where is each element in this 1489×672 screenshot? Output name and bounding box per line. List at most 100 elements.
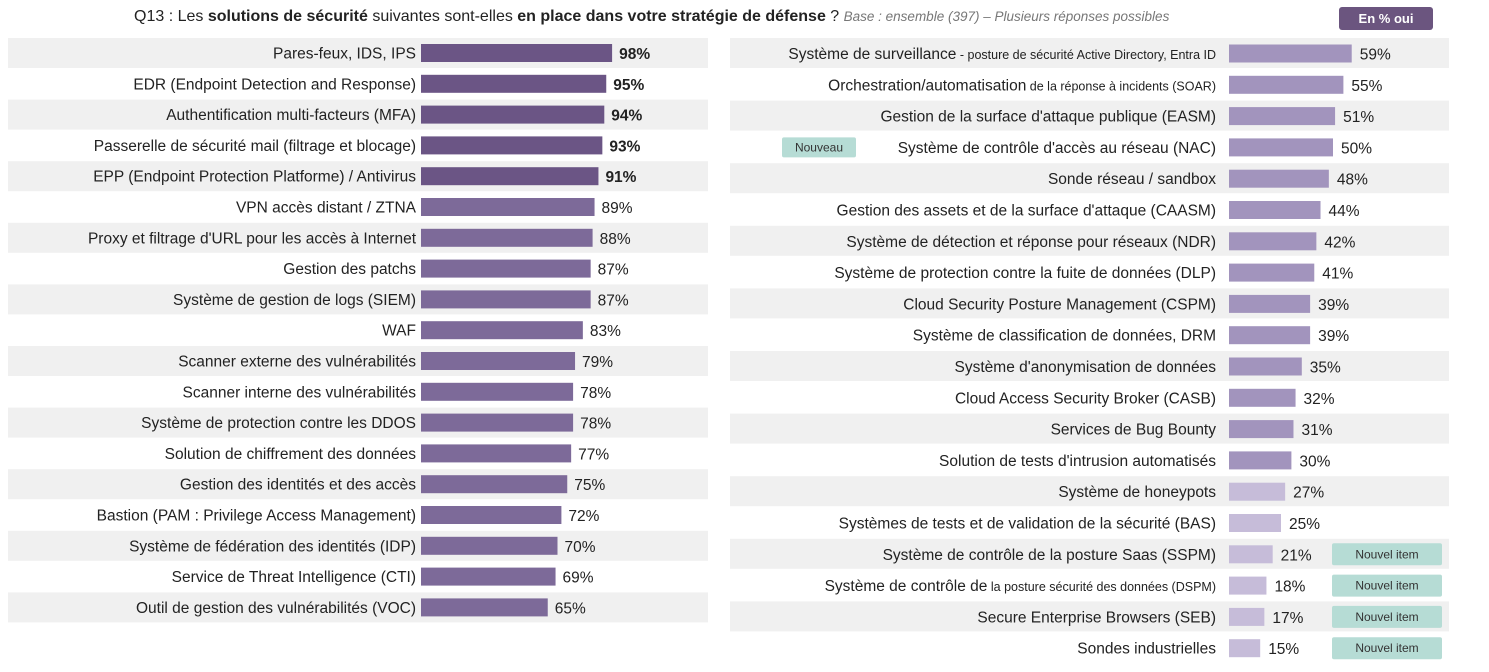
- bar: [421, 167, 599, 186]
- category-main-text: Système de contrôle de la posture Saas (…: [883, 547, 1216, 564]
- category-label: Sondes industrielles: [1077, 641, 1216, 658]
- bar: [1229, 388, 1296, 407]
- row-band: [8, 407, 708, 438]
- bar: [1229, 576, 1267, 595]
- category-label: Outil de gestion des vulnérabilités (VOC…: [136, 600, 416, 617]
- category-label: Cloud Security Posture Management (CSPM): [903, 296, 1216, 313]
- bar: [421, 536, 558, 555]
- value-label: 15%: [1268, 641, 1299, 658]
- value-label: 48%: [1337, 172, 1368, 189]
- bar: [421, 321, 583, 340]
- title-bold-1: solutions de sécurité: [207, 8, 368, 25]
- category-label: Solution de tests d'intrusion automatisé…: [939, 453, 1216, 470]
- title-prefix: Q13 : Les: [134, 8, 208, 25]
- value-label: 78%: [580, 385, 611, 402]
- bar: [1229, 44, 1352, 63]
- bar: [421, 382, 574, 401]
- value-label: 50%: [1341, 140, 1372, 157]
- bar: [1229, 451, 1292, 470]
- bar: [1229, 607, 1265, 626]
- new-item-tag-label: Nouvel item: [1355, 579, 1418, 593]
- percent-yes-badge: En % oui: [1339, 7, 1433, 30]
- value-label: 83%: [590, 323, 621, 340]
- category-label: Pares-feux, IDS, IPS: [273, 46, 416, 63]
- bar: [1229, 75, 1344, 94]
- category-main-text: Systèmes de tests et de validation de la…: [839, 516, 1216, 533]
- bar: [1229, 357, 1302, 376]
- bar: [421, 44, 613, 62]
- row-band: [730, 601, 1449, 632]
- category-label: Service de Threat Intelligence (CTI): [172, 569, 416, 586]
- category-label: EPP (Endpoint Protection Platforme) / An…: [93, 169, 416, 186]
- bar: [421, 136, 603, 155]
- bar: [1229, 232, 1317, 251]
- value-label: 75%: [574, 477, 605, 494]
- category-label: EDR (Endpoint Detection and Response): [133, 76, 416, 93]
- category-main-text: Solution de tests d'intrusion automatisé…: [939, 453, 1216, 470]
- row-band: [8, 530, 708, 561]
- category-label: Système de protection contre les DDOS: [141, 415, 416, 432]
- category-label: Orchestration/automatisation de la répon…: [828, 77, 1216, 94]
- bar: [1229, 545, 1273, 564]
- category-label: Gestion de la surface d'attaque publique…: [880, 109, 1216, 126]
- category-main-text: Système de honeypots: [1058, 484, 1216, 501]
- category-label: Système de fédération des identités (IDP…: [129, 538, 416, 555]
- category-label: Système de contrôle d'accès au réseau (N…: [898, 140, 1216, 157]
- bar: [1229, 138, 1333, 157]
- bar: [1229, 263, 1315, 282]
- category-label: Système de classification de données, DR…: [913, 328, 1216, 345]
- category-label: Cloud Access Security Broker (CASB): [955, 390, 1216, 407]
- value-label: 93%: [609, 138, 640, 155]
- title-mid: suivantes sont-elles: [367, 8, 518, 25]
- bar: [1229, 482, 1286, 501]
- category-label: Proxy et filtrage d'URL pour les accès à…: [88, 230, 417, 247]
- bar: [1229, 107, 1336, 126]
- row-band: [730, 476, 1449, 507]
- bar: [421, 352, 576, 370]
- category-main-text: Orchestration/automatisation: [828, 77, 1026, 94]
- category-label: Système d'anonymisation de données: [955, 359, 1217, 376]
- category-main-text: Cloud Access Security Broker (CASB): [955, 390, 1216, 407]
- bar: [421, 444, 572, 463]
- row-band: [730, 225, 1449, 256]
- category-label: Secure Enterprise Browsers (SEB): [977, 609, 1216, 626]
- value-label: 89%: [602, 200, 633, 217]
- value-label: 35%: [1310, 360, 1341, 377]
- question-title: Q13 : Les solutions de sécurité suivante…: [134, 8, 1169, 26]
- bar: [421, 598, 548, 617]
- bar: [421, 198, 595, 216]
- row-band: [730, 163, 1449, 194]
- bar: [1229, 514, 1281, 532]
- category-main-text: Système de contrôle d'accès au réseau (N…: [898, 140, 1216, 157]
- value-label: 17%: [1272, 610, 1303, 627]
- value-label: 27%: [1293, 485, 1324, 502]
- bar: [1229, 639, 1261, 658]
- value-label: 69%: [563, 570, 594, 587]
- new-item-tag: [1332, 574, 1442, 597]
- title-end: ?: [825, 8, 844, 25]
- category-main-text: Sonde réseau / sandbox: [1048, 171, 1216, 188]
- category-label: VPN accès distant / ZTNA: [236, 200, 417, 217]
- row-band: [8, 469, 708, 500]
- base-note: Base : ensemble (397) – Plusieurs répons…: [843, 9, 1170, 24]
- value-label: 42%: [1324, 234, 1355, 251]
- value-label: 94%: [611, 108, 642, 125]
- bar: [421, 105, 605, 124]
- category-label: Système de gestion de logs (SIEM): [173, 292, 416, 309]
- category-main-text: Gestion de la surface d'attaque publique…: [880, 109, 1216, 126]
- row-band: [730, 351, 1449, 381]
- new-tag: [782, 137, 856, 158]
- category-main-text: Système de protection contre la fuite de…: [834, 265, 1216, 282]
- category-main-text: Gestion des assets et de la surface d'at…: [837, 203, 1216, 220]
- value-label: 39%: [1318, 297, 1349, 314]
- bar: [421, 259, 591, 278]
- value-label: 91%: [605, 169, 636, 186]
- new-tag-label: Nouveau: [795, 140, 843, 154]
- bar: [1229, 420, 1294, 439]
- category-label: Services de Bug Bounty: [1051, 422, 1217, 439]
- new-item-tag: [1332, 637, 1442, 660]
- category-main-text: Services de Bug Bounty: [1051, 422, 1217, 439]
- category-label: Sonde réseau / sandbox: [1048, 171, 1216, 188]
- bar: [421, 228, 593, 247]
- category-label: Système de détection et réponse pour rés…: [846, 234, 1216, 251]
